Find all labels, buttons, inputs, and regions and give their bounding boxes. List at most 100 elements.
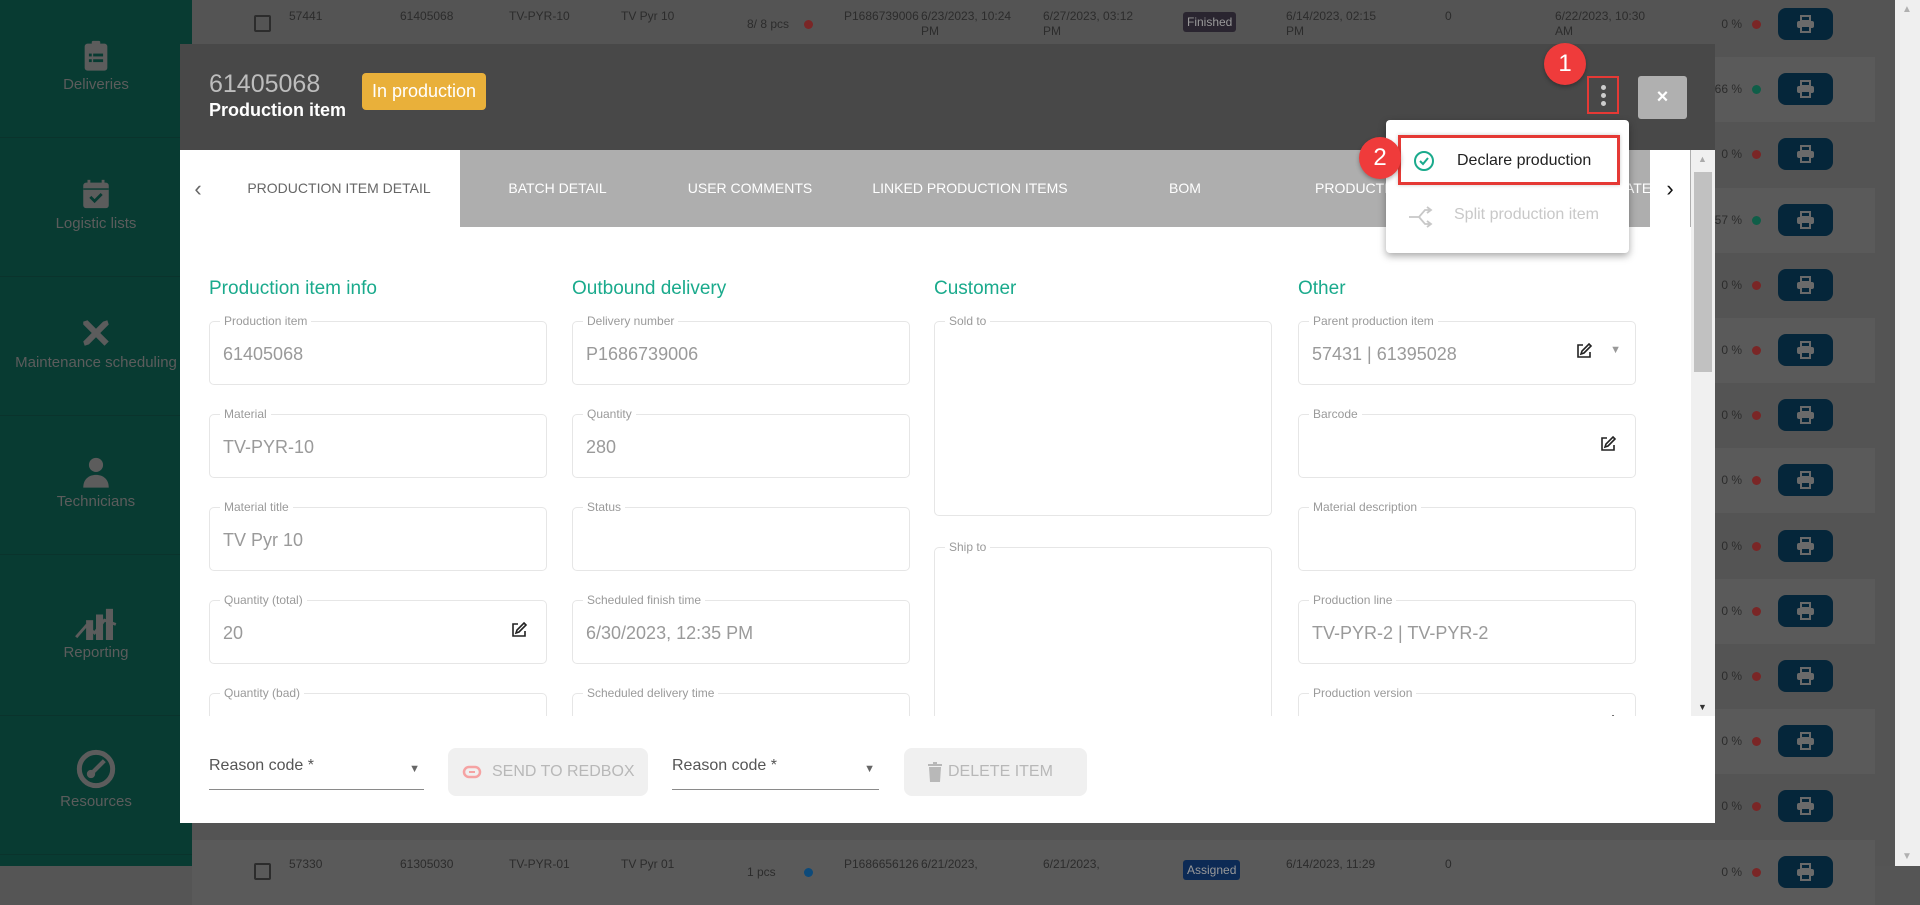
percentage-status-dot: [1752, 476, 1761, 486]
print-button[interactable]: [1778, 8, 1833, 40]
sidebar-item-deliveries[interactable]: Deliveries: [0, 0, 192, 138]
print-button[interactable]: [1778, 790, 1833, 823]
scroll-up-icon[interactable]: ▲: [1698, 154, 1707, 164]
row-material: TV-PYR-10: [509, 9, 570, 23]
print-button[interactable]: [1778, 855, 1833, 888]
sidebar-label: Reporting: [63, 644, 129, 661]
quantity-bad-field[interactable]: Quantity (bad): [209, 686, 547, 716]
scroll-up-icon[interactable]: ▲: [1902, 4, 1912, 15]
percentage-status-dot: [1752, 346, 1761, 355]
scroll-down-icon[interactable]: ▼: [1698, 702, 1707, 712]
row-percentage: 0 %: [1721, 147, 1742, 162]
sidebar-item-maintenance-scheduling[interactable]: Maintenance scheduling: [0, 278, 192, 416]
row-percentage: 0 %: [1721, 473, 1742, 488]
barcode-field[interactable]: Barcode: [1298, 407, 1636, 478]
tab-production[interactable]: PRODUCTI: [1315, 180, 1389, 196]
material-title-field[interactable]: Material title TV Pyr 10: [209, 500, 547, 571]
calendar-check-icon: [83, 179, 109, 209]
parent-production-item-field[interactable]: Parent production item 57431 | 61395028 ▼: [1298, 314, 1636, 385]
step-marker-1: 1: [1544, 43, 1586, 85]
print-button[interactable]: [1778, 334, 1833, 366]
percentage-status-dot: [1752, 802, 1761, 812]
kebab-dot: [1601, 85, 1606, 90]
menu-item-declare-production[interactable]: Declare production: [1398, 135, 1620, 185]
sold-to-field[interactable]: Sold to: [934, 314, 1272, 516]
print-button[interactable]: [1778, 73, 1833, 106]
field-value: TV Pyr 10: [223, 530, 304, 550]
scroll-down-icon[interactable]: ▼: [1902, 851, 1912, 862]
quantity-total-field[interactable]: Quantity (total) 20: [209, 593, 547, 664]
row-percentage: 0 %: [1721, 734, 1742, 749]
scrollbar-thumb[interactable]: [1694, 172, 1712, 372]
delivery-number-field[interactable]: Delivery number P1686739006: [572, 314, 910, 385]
delete-item-button[interactable]: DELETE ITEM: [904, 748, 1087, 796]
reason-code-select[interactable]: Reason code * ▼: [672, 757, 879, 790]
quantity-status-dot: [804, 20, 813, 29]
dropdown-caret-icon[interactable]: ▼: [1610, 344, 1621, 356]
tab-scroll-right-icon[interactable]: ›: [1650, 150, 1690, 227]
edit-icon[interactable]: [1575, 342, 1593, 360]
options-menu: Declare production Split production item: [1386, 120, 1629, 253]
material-field[interactable]: Material TV-PYR-10: [209, 407, 547, 478]
status-badge: In production: [362, 73, 487, 110]
row-quantity: 1 pcs: [747, 864, 776, 879]
field-label: Scheduled delivery time: [583, 686, 719, 700]
print-button[interactable]: [1778, 399, 1833, 432]
print-button[interactable]: [1778, 594, 1833, 627]
send-to-redbox-button[interactable]: SEND TO REDBOX: [448, 748, 648, 796]
percentage-status-dot: [1752, 672, 1761, 681]
section-title-outbound-delivery: Outbound delivery: [572, 278, 727, 299]
tab-clipped[interactable]: ATE: [1625, 180, 1652, 196]
print-button[interactable]: [1778, 203, 1833, 236]
sidebar-item-reporting[interactable]: Reporting: [0, 556, 192, 716]
print-button[interactable]: [1778, 268, 1833, 301]
modal-scrollbar[interactable]: ▲ ▼: [1691, 150, 1715, 716]
row-checkbox[interactable]: [254, 15, 271, 32]
sidebar-item-resources[interactable]: Resources: [0, 717, 192, 855]
print-button[interactable]: [1778, 660, 1833, 692]
printer-icon: [1797, 15, 1814, 33]
row-end-date: 6/21/2023,: [1043, 856, 1100, 871]
print-button[interactable]: [1778, 725, 1833, 758]
tab-production-item-detail[interactable]: PRODUCTION ITEM DETAIL: [218, 150, 460, 227]
delivery-quantity-field[interactable]: Quantity 280: [572, 407, 910, 478]
tab-linked-production-items[interactable]: LINKED PRODUCTION ITEMS: [872, 180, 1068, 196]
scheduled-finish-time-field[interactable]: Scheduled finish time 6/30/2023, 12:35 PM: [572, 593, 910, 664]
reason-code-select[interactable]: Reason code * ▼: [209, 757, 424, 790]
edit-icon[interactable]: [1599, 435, 1617, 453]
field-label: Production line: [1309, 593, 1397, 607]
sidebar-item-technicians[interactable]: Technicians: [0, 417, 192, 555]
print-button[interactable]: [1778, 138, 1833, 171]
scheduled-delivery-time-field[interactable]: Scheduled delivery time: [572, 686, 910, 716]
sidebar-item-logistic-lists[interactable]: Logistic lists: [0, 139, 192, 277]
material-description-field[interactable]: Material description: [1298, 500, 1636, 571]
field-label: Barcode: [1309, 407, 1362, 421]
tab-batch-detail[interactable]: BATCH DETAIL: [508, 180, 607, 196]
row-percentage: 0 %: [1721, 799, 1742, 814]
edit-icon[interactable]: [510, 621, 528, 639]
production-version-field[interactable]: Production version: [1298, 686, 1636, 716]
production-item-field[interactable]: Production item 61405068: [209, 314, 547, 385]
tab-scroll-left-icon[interactable]: ‹: [180, 150, 218, 227]
more-options-button[interactable]: [1587, 76, 1619, 114]
kebab-dot: [1601, 101, 1606, 106]
field-label: Quantity (total): [220, 593, 307, 607]
tab-user-comments[interactable]: USER COMMENTS: [687, 180, 813, 196]
tab-bom[interactable]: BOM: [1169, 180, 1201, 196]
printer-icon: [1797, 341, 1814, 359]
printer-icon: [1797, 732, 1814, 751]
menu-item-split-production-item[interactable]: Split production item: [1398, 192, 1620, 242]
page-scrollbar[interactable]: ▲ ▼: [1895, 0, 1920, 866]
print-button[interactable]: [1778, 464, 1833, 497]
row-status-badge: Finished: [1183, 12, 1237, 32]
close-button[interactable]: ×: [1638, 76, 1687, 119]
delivery-status-field[interactable]: Status: [572, 500, 910, 571]
field-label: Scheduled finish time: [583, 593, 706, 607]
table-row[interactable]: [192, 839, 1875, 905]
print-button[interactable]: [1778, 529, 1833, 562]
production-line-field[interactable]: Production line TV-PYR-2 | TV-PYR-2: [1298, 593, 1636, 664]
sidebar: Deliveries Logistic lists Maintenance sc…: [0, 0, 192, 866]
row-checkbox[interactable]: [254, 862, 271, 880]
field-value: 6/30/2023, 12:35 PM: [586, 623, 754, 643]
ship-to-field[interactable]: Ship to: [934, 540, 1272, 716]
